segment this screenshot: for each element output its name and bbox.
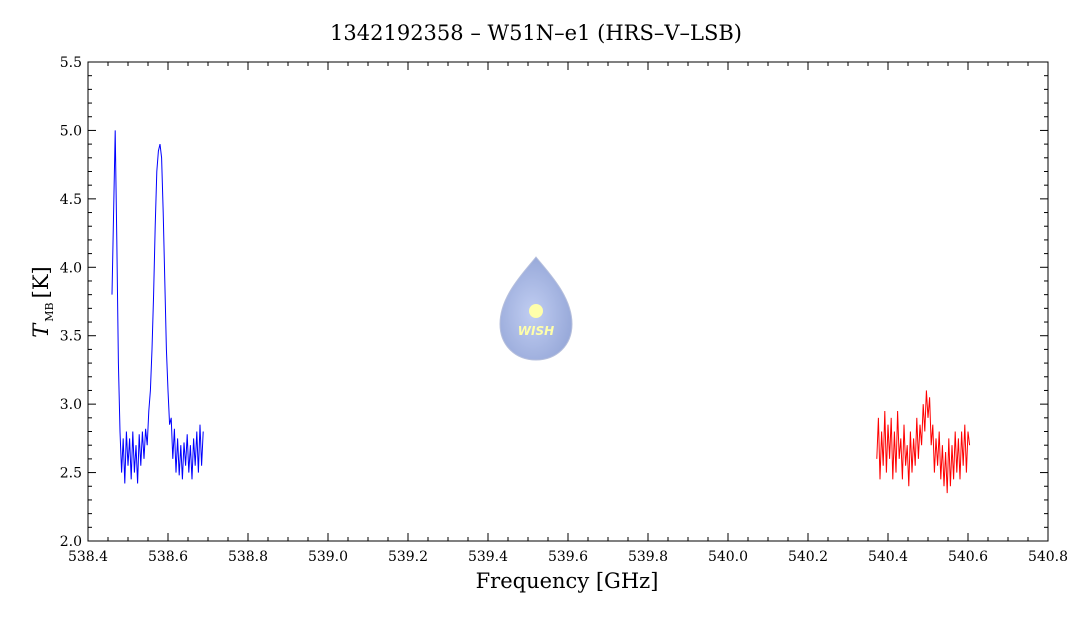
y-tick-label: 4.0 — [60, 260, 82, 276]
x-axis-label: Frequency [GHz] — [476, 569, 659, 593]
x-tick-label: 540.4 — [868, 549, 908, 565]
y-axis-symbol: T — [29, 322, 53, 338]
y-tick-label: 5.5 — [60, 55, 82, 71]
logo: WISH — [499, 256, 573, 361]
x-tick-label: 539.2 — [388, 549, 428, 565]
x-tick-label: 539.4 — [468, 549, 508, 565]
y-tick-label: 4.5 — [60, 192, 82, 208]
x-tick-label: 540.0 — [708, 549, 748, 565]
y-axis-label: TMB [K] — [29, 266, 56, 337]
y-tick-label: 5.0 — [60, 123, 82, 139]
y-tick-label: 3.0 — [60, 397, 82, 413]
x-tick-label: 540.2 — [788, 549, 828, 565]
spectrum-line — [111, 130, 204, 484]
x-tick-label: 539.0 — [308, 549, 348, 565]
x-tick-label: 539.6 — [548, 549, 588, 565]
chart-title: 1342192358 – W51N–e1 (HRS–V–LSB) — [330, 21, 742, 45]
spectrum-line — [876, 390, 971, 494]
x-tick-label: 539.8 — [628, 549, 668, 565]
y-tick-label: 2.0 — [60, 534, 82, 550]
y-axis-subscript: MB — [43, 302, 56, 321]
y-tick-label: 3.5 — [60, 329, 82, 345]
x-tick-label: 538.8 — [228, 549, 268, 565]
x-tick-label: 540.6 — [948, 549, 988, 565]
y-axis-unit: [K] — [29, 266, 53, 298]
logo-star — [529, 304, 543, 318]
y-tick-label: 2.5 — [60, 466, 82, 482]
logo-text: WISH — [518, 324, 554, 338]
x-tick-label: 540.8 — [1028, 549, 1068, 565]
x-tick-label: 538.4 — [68, 549, 108, 565]
x-tick-label: 538.6 — [148, 549, 188, 565]
